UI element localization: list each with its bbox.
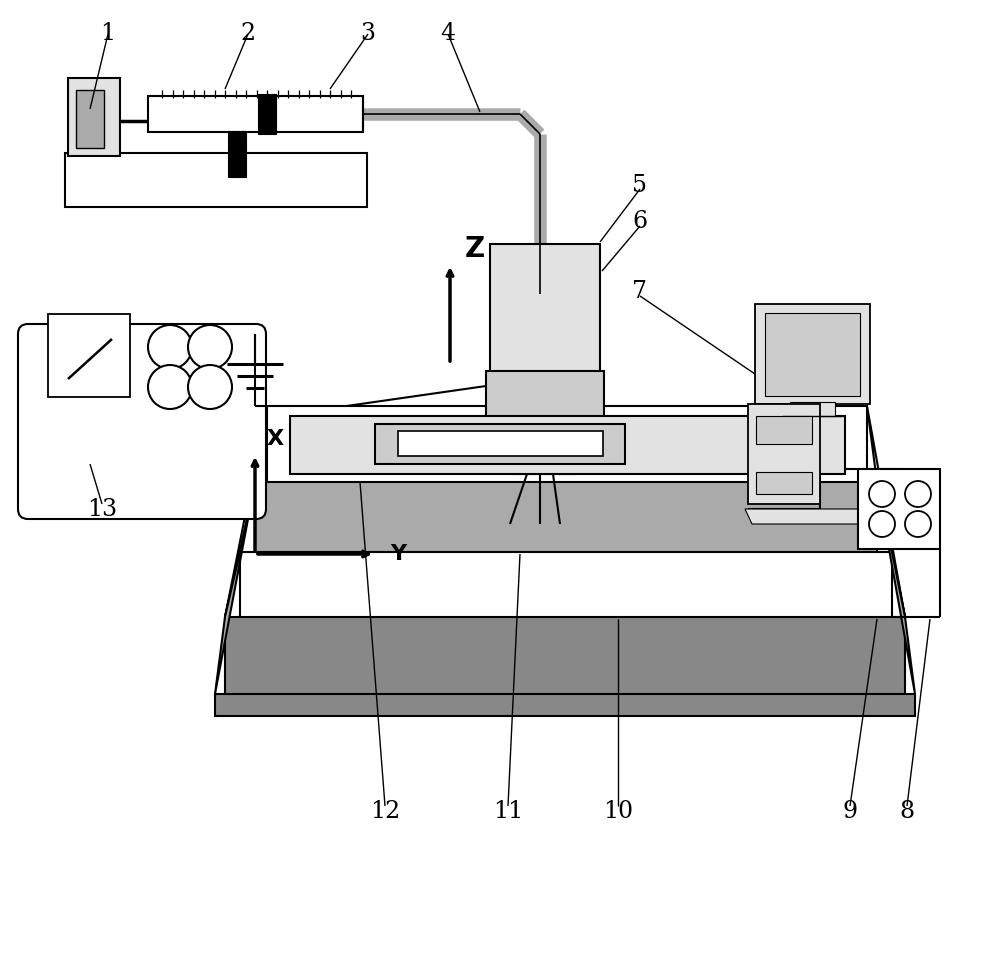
Text: 10: 10 bbox=[603, 800, 633, 823]
Text: 13: 13 bbox=[87, 497, 117, 521]
Bar bbox=[76, 90, 104, 148]
Text: 12: 12 bbox=[370, 800, 400, 823]
Bar bbox=[255, 482, 877, 554]
Bar bbox=[398, 431, 603, 456]
Polygon shape bbox=[215, 482, 255, 694]
Bar bbox=[258, 94, 276, 134]
Circle shape bbox=[905, 511, 931, 537]
Bar bbox=[48, 314, 130, 397]
Bar bbox=[790, 402, 835, 416]
Text: 11: 11 bbox=[493, 800, 523, 823]
Bar bbox=[375, 424, 625, 464]
Text: X: X bbox=[267, 429, 284, 449]
Polygon shape bbox=[745, 509, 870, 524]
Bar bbox=[68, 78, 120, 156]
Bar bbox=[765, 313, 860, 396]
Bar bbox=[486, 371, 604, 421]
Circle shape bbox=[869, 481, 895, 507]
Text: 5: 5 bbox=[633, 174, 648, 198]
Bar bbox=[490, 244, 600, 374]
Text: 2: 2 bbox=[240, 22, 256, 45]
Bar bbox=[755, 304, 870, 404]
Circle shape bbox=[905, 481, 931, 507]
Text: 3: 3 bbox=[360, 22, 376, 45]
Circle shape bbox=[148, 365, 192, 409]
Circle shape bbox=[148, 325, 192, 369]
Text: 1: 1 bbox=[100, 22, 116, 45]
Text: 6: 6 bbox=[632, 210, 648, 233]
Text: 9: 9 bbox=[842, 800, 858, 823]
Text: 4: 4 bbox=[440, 22, 456, 45]
Bar bbox=[148, 96, 363, 132]
Bar bbox=[748, 404, 820, 504]
Polygon shape bbox=[225, 406, 267, 617]
Text: 8: 8 bbox=[899, 800, 915, 823]
Bar bbox=[858, 469, 940, 549]
Circle shape bbox=[188, 325, 232, 369]
Polygon shape bbox=[500, 421, 600, 474]
Bar bbox=[215, 694, 915, 716]
Bar bbox=[240, 552, 892, 619]
FancyBboxPatch shape bbox=[18, 324, 266, 519]
Text: 7: 7 bbox=[633, 281, 648, 304]
Bar bbox=[65, 153, 367, 207]
Bar bbox=[290, 416, 845, 474]
Bar bbox=[267, 406, 867, 484]
Bar bbox=[225, 617, 905, 696]
Bar bbox=[756, 416, 812, 444]
Circle shape bbox=[188, 365, 232, 409]
Text: Z: Z bbox=[465, 235, 485, 263]
Polygon shape bbox=[867, 406, 905, 617]
Bar bbox=[228, 131, 246, 177]
Circle shape bbox=[869, 511, 895, 537]
Text: Y: Y bbox=[390, 544, 406, 564]
Polygon shape bbox=[877, 482, 915, 694]
Bar bbox=[756, 472, 812, 494]
